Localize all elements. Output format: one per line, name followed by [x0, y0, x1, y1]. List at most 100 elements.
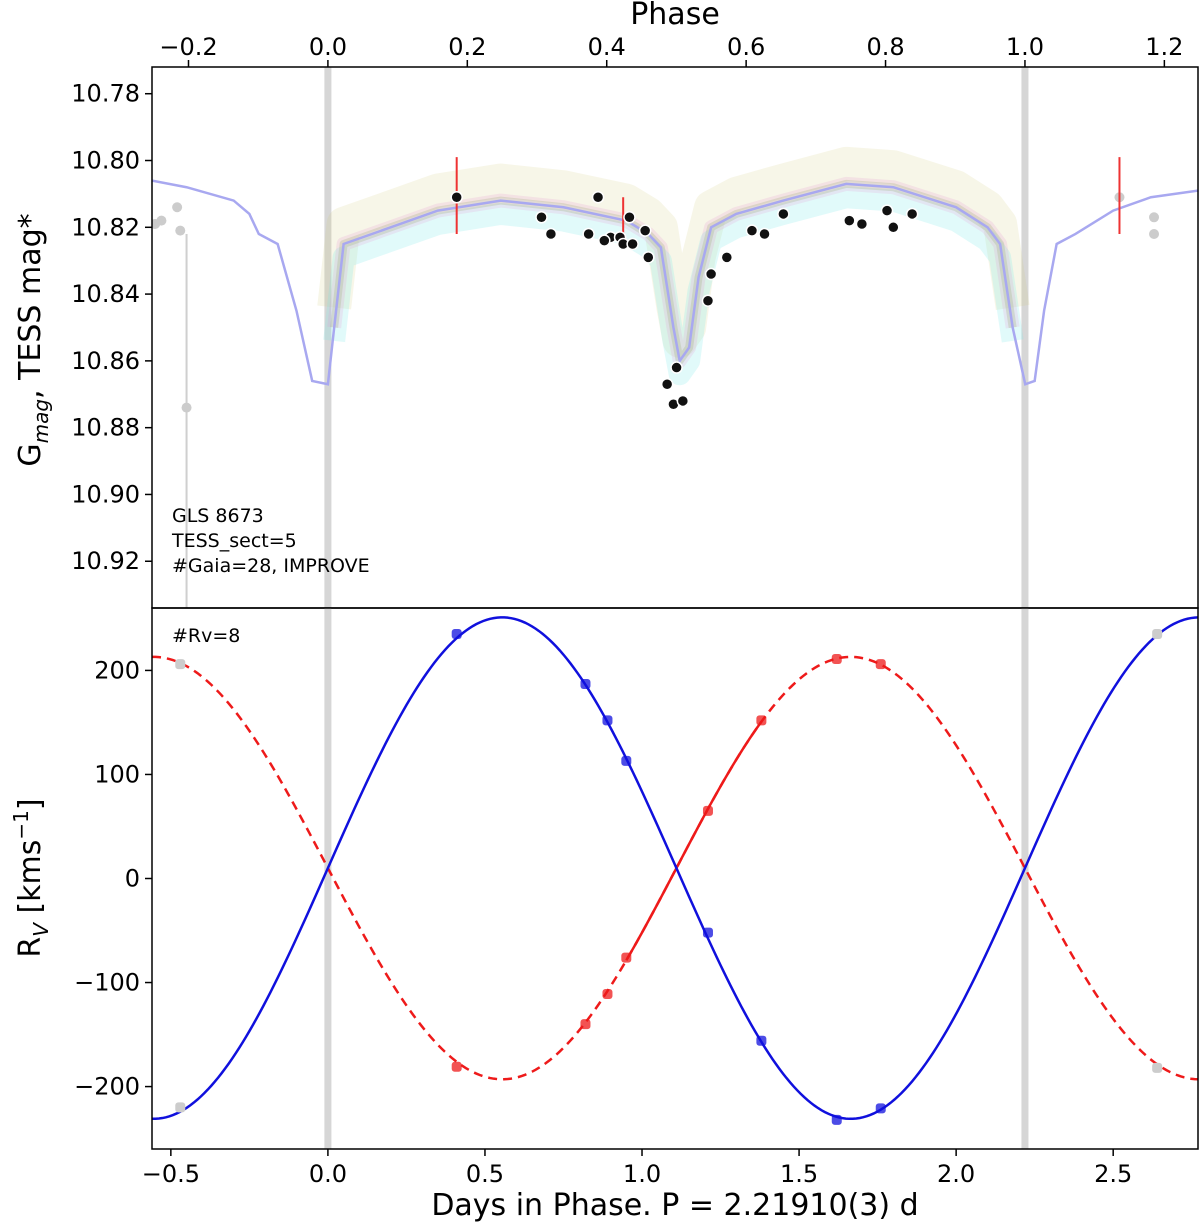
light-curve-model — [152, 179, 1198, 386]
gray-point — [172, 202, 183, 213]
rv-gray-point — [175, 1102, 186, 1113]
light-curve-plot-area — [152, 67, 1198, 608]
lc-y-tick-label: 10.86 — [71, 347, 140, 375]
x-tick-label: 0.0 — [309, 1160, 347, 1188]
radial-velocity-panel: −200 −100 0 100 200 −0.5 0.0 0.5 1.0 1.5 2.0 2.5 #R… — [9, 607, 1199, 1223]
x-tick-label: 2.5 — [1094, 1160, 1132, 1188]
top-tick-label: 1.2 — [1145, 33, 1183, 61]
secondary-rv-point — [756, 715, 767, 726]
x-tick-label: 1.0 — [623, 1160, 661, 1188]
gaia-point — [720, 251, 734, 264]
annotation-gls: GLS 8673 — [172, 505, 264, 527]
top-axis-title: Phase — [630, 0, 720, 32]
top-tick-label: −0.2 — [159, 33, 217, 61]
primary-rv-point — [875, 1103, 886, 1114]
lc-y-tick-label: 10.90 — [71, 480, 140, 508]
light-curve-y-axis-title: Gmag, TESS mag* — [13, 213, 53, 466]
tess-photometry-band — [323, 186, 1024, 386]
lc-ylabel-sub: mag — [29, 399, 53, 443]
gaia-point — [758, 227, 771, 241]
rv-y-tick-label: −100 — [74, 969, 140, 997]
rv-y-tick-label: 0 — [125, 865, 140, 893]
gaia-point — [704, 267, 718, 281]
light-curve-panel: 10.78 10.80 10.82 10.84 10.86 10.88 10.90 10.92… — [13, 0, 1199, 609]
primary-rv-curve — [152, 616, 1198, 1121]
primary-rv-point — [831, 1114, 842, 1125]
annotation-tess-sector: TESS_sect=5 — [171, 530, 297, 552]
x-tick-label: 1.5 — [780, 1160, 818, 1188]
rv-y-tick-label: −200 — [74, 1073, 140, 1101]
lc-y-tick-label: 10.92 — [71, 547, 140, 575]
x-tick-label: 2.0 — [937, 1160, 975, 1188]
rv-plot-area — [152, 608, 1198, 1149]
gaia-point — [450, 190, 463, 204]
top-tick-label: 0.6 — [727, 33, 765, 61]
rv-gray-point — [175, 659, 186, 670]
top-tick-label: 0.4 — [588, 33, 626, 61]
rv-ylabel-main: R — [13, 937, 48, 958]
top-tick-label: 1.0 — [1006, 33, 1044, 61]
lc-ylabel-main: G — [13, 443, 48, 466]
secondary-rv-point — [602, 988, 613, 999]
gaia-point — [745, 224, 759, 237]
gaia-point — [535, 211, 548, 224]
gray-point — [1149, 228, 1160, 239]
lc-ylabel-rest: , TESS mag* — [13, 213, 48, 399]
secondary-rv-point — [580, 1019, 591, 1030]
rv-ylabel-sub: V — [29, 922, 53, 937]
gaia-point — [880, 204, 894, 217]
secondary-rv-point — [875, 659, 886, 670]
secondary-rv-curve-solid — [625, 720, 763, 961]
lc-y-tick-label: 10.88 — [71, 414, 140, 442]
primary-rv-point — [621, 755, 632, 766]
gaia-point — [642, 251, 655, 264]
secondary-rv-point — [451, 1061, 462, 1072]
x-axis-title: Days in Phase. P = 2.21910(3) d — [431, 1188, 918, 1223]
primary-rv-point — [756, 1035, 767, 1046]
top-tick-label: 0.8 — [866, 33, 904, 61]
rv-axes: −200 −100 0 100 200 −0.5 0.0 0.5 1.0 1.5 2.0 2.5 — [74, 656, 1132, 1188]
gray-point — [156, 215, 167, 226]
gaia-point — [855, 217, 869, 231]
annotation-rv-count: #Rv=8 — [172, 625, 240, 647]
gaia-point — [591, 190, 605, 204]
annotation-gaia-count: #Gaia=28, IMPROVE — [172, 555, 370, 577]
primary-rv-point — [702, 927, 713, 938]
rv-y-tick-label: 100 — [94, 760, 140, 788]
top-tick-label: 0.0 — [309, 33, 347, 61]
secondary-rv-point — [702, 805, 713, 816]
rv-ylabel-sup: −1 — [9, 810, 33, 839]
lc-y-tick-label: 10.82 — [71, 213, 140, 241]
primary-rv-point — [580, 678, 591, 689]
svg-text:RV [kms−1]: RV [kms−1] — [9, 798, 53, 957]
rv-frame — [151, 607, 1199, 1150]
x-tick-label: 0.5 — [466, 1160, 504, 1188]
rv-ylabel-close: ] — [13, 798, 48, 810]
secondary-rv-curve — [152, 655, 1198, 1081]
gaia-point — [638, 224, 652, 237]
secondary-rv-point — [621, 952, 632, 963]
rv-ylabel-rest: [kms — [13, 840, 48, 923]
light-curve-axes: 10.78 10.80 10.82 10.84 10.86 10.88 10.90 10.92… — [71, 33, 1183, 575]
gray-point — [1149, 212, 1160, 223]
gaia-point — [670, 361, 683, 374]
x-tick-label: −0.5 — [142, 1160, 200, 1188]
gaia-point — [544, 227, 558, 241]
gaia-point — [777, 207, 790, 221]
gray-point — [181, 402, 192, 413]
gaia-point — [887, 221, 900, 234]
gaia-point — [843, 214, 856, 227]
gray-point — [175, 225, 186, 236]
tess-photometry-band — [317, 146, 1030, 358]
gaia-point — [701, 294, 715, 308]
lc-y-tick-label: 10.84 — [71, 280, 140, 308]
lc-y-tick-label: 10.80 — [71, 147, 140, 175]
secondary-rv-point — [831, 653, 842, 664]
gaia-point — [626, 237, 639, 251]
gaia-point — [598, 234, 611, 247]
gaia-point — [660, 378, 674, 391]
gaia-point — [582, 227, 595, 241]
rv-y-tick-label: 200 — [94, 656, 140, 684]
lc-y-tick-label: 10.78 — [71, 80, 140, 108]
